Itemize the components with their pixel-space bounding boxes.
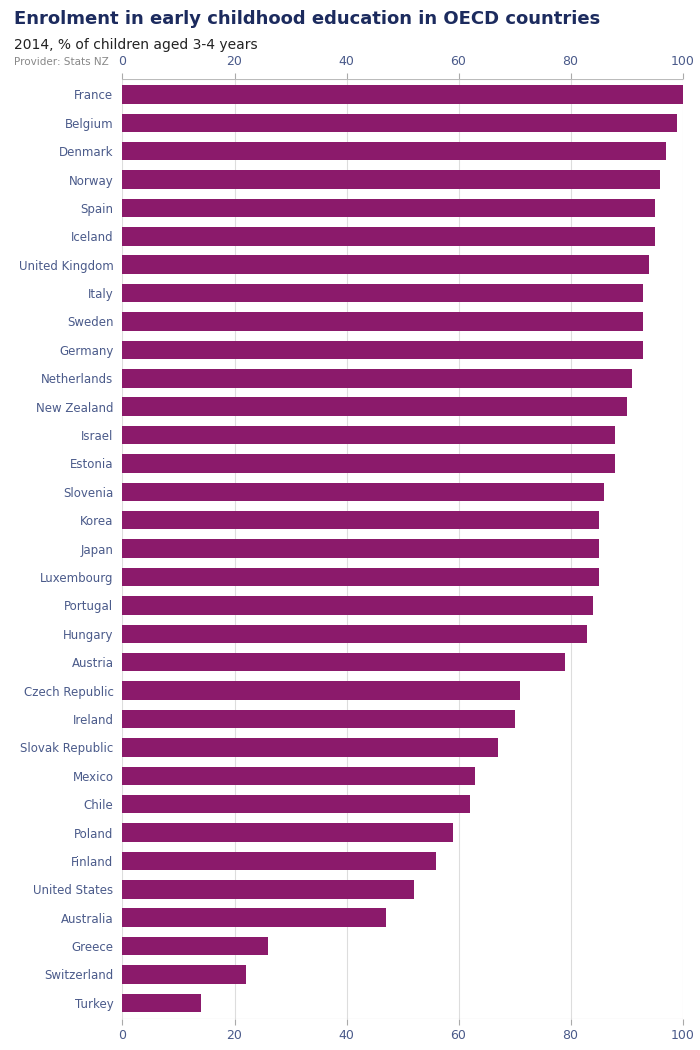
Bar bbox=[122, 653, 565, 671]
Bar bbox=[122, 398, 626, 416]
Bar bbox=[122, 455, 615, 472]
Bar bbox=[122, 227, 654, 246]
Bar bbox=[122, 170, 660, 189]
Text: 2014, % of children aged 3-4 years: 2014, % of children aged 3-4 years bbox=[14, 38, 258, 51]
Text: figure.nz: figure.nz bbox=[588, 17, 662, 32]
Bar bbox=[122, 340, 643, 359]
Bar bbox=[122, 312, 643, 331]
Bar bbox=[122, 198, 654, 217]
Bar bbox=[122, 625, 587, 643]
Bar bbox=[122, 681, 520, 699]
Bar bbox=[122, 369, 632, 387]
Bar bbox=[122, 880, 414, 899]
Bar bbox=[122, 511, 598, 529]
Text: Provider: Stats NZ: Provider: Stats NZ bbox=[14, 57, 108, 67]
Bar bbox=[122, 483, 604, 501]
Bar bbox=[122, 596, 593, 614]
Bar bbox=[122, 540, 598, 558]
Bar bbox=[122, 568, 598, 586]
Text: Enrolment in early childhood education in OECD countries: Enrolment in early childhood education i… bbox=[14, 10, 601, 28]
Bar bbox=[122, 766, 475, 785]
Bar bbox=[122, 85, 682, 104]
Bar bbox=[122, 795, 470, 814]
Bar bbox=[122, 852, 436, 870]
Bar bbox=[122, 965, 246, 984]
Bar bbox=[122, 113, 677, 132]
Bar bbox=[122, 426, 615, 444]
Bar bbox=[122, 142, 666, 161]
Bar bbox=[122, 284, 643, 302]
Bar bbox=[122, 908, 386, 927]
Bar bbox=[122, 255, 649, 274]
Bar bbox=[122, 738, 498, 757]
Bar bbox=[122, 823, 453, 842]
Bar bbox=[122, 993, 201, 1012]
Bar bbox=[122, 710, 514, 729]
Bar bbox=[122, 937, 268, 956]
